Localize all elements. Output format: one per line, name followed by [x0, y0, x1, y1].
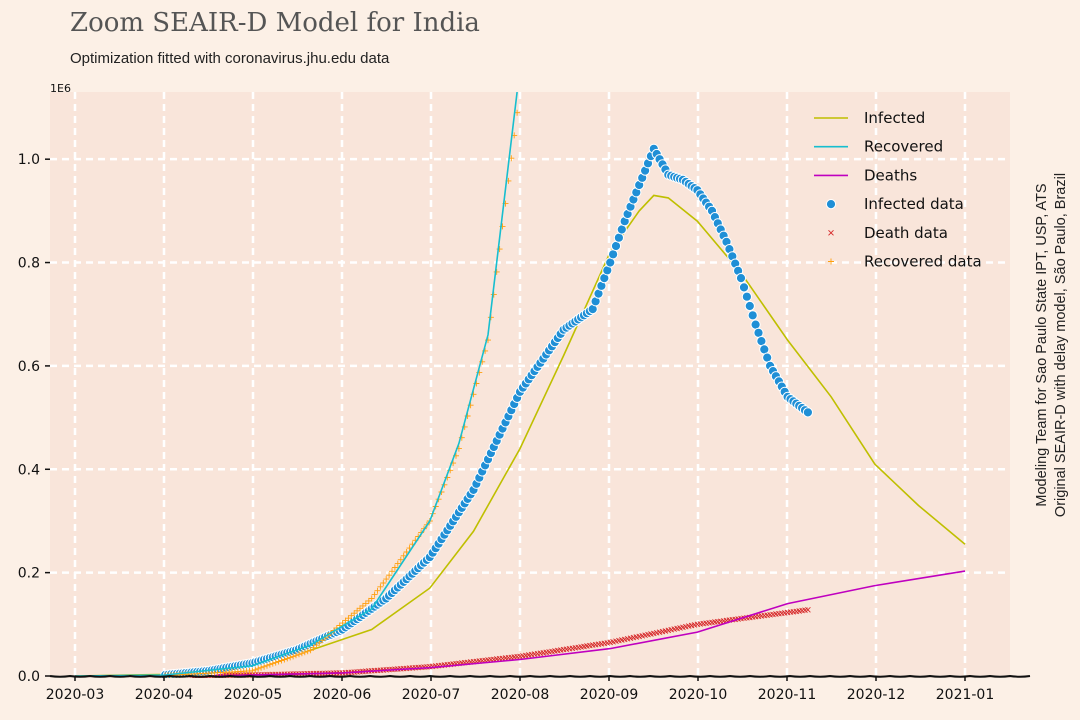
legend: Infected Recovered Deaths Infected data Deat…: [814, 109, 982, 271]
recovered-data-point: [252, 666, 259, 673]
recovered-data-point: [307, 647, 314, 654]
recovered-series: [74, 92, 518, 677]
recovered-data-point: [258, 664, 265, 671]
recovered-data-point: [287, 654, 294, 661]
infected-data-point: [735, 273, 747, 284]
recovered-data-point: [345, 615, 352, 622]
y-tick-label: 0.0: [18, 669, 40, 685]
x-axis-line: [49, 674, 1031, 678]
x-tick-label: 2020-03: [46, 687, 105, 703]
recovered-data-point: [348, 612, 355, 619]
recovered-data-point: [275, 658, 282, 665]
legend-plus-marker: [828, 258, 834, 265]
x-tick-label: 2020-08: [491, 687, 550, 703]
recovered-data-point: [371, 591, 378, 598]
x-tick-label: 2020-09: [580, 687, 639, 703]
recovered-data-point: [383, 576, 390, 583]
recovered-data-point: [281, 656, 288, 663]
legend-item-death-data: Death data: [828, 224, 948, 242]
x-tick-label: 2020-12: [847, 687, 906, 703]
recovered-data-point: [359, 602, 366, 609]
recovered-data-point: [374, 587, 381, 594]
recovered-data-point: [266, 661, 273, 668]
y-tick-label: 0.4: [18, 462, 40, 478]
infected-data-point: [802, 407, 814, 418]
axes: 2020-03 2020-04 2020-05 2020-06 2020-07 2020-…: [18, 152, 995, 703]
y-tick-label: 0.6: [18, 359, 40, 375]
x-tick-label: 2021-01: [936, 687, 995, 703]
recovered-data-point: [249, 667, 256, 674]
x-tick-label: 2020-10: [669, 687, 728, 703]
recovered-data-point: [380, 580, 387, 586]
x-tick-label: 2020-07: [402, 687, 461, 703]
recovered-data-point: [301, 649, 308, 656]
recovered-data-point: [269, 660, 276, 667]
recovered-data-point: [339, 620, 346, 627]
x-tick-label: 2020-05: [224, 687, 283, 703]
legend-circle-marker: [825, 199, 837, 210]
x-tick-label: 2020-11: [758, 687, 817, 703]
recovered-data-point: [296, 651, 302, 658]
recovered-data-point: [293, 652, 299, 659]
recovered-data-point: [255, 665, 262, 672]
legend-item-recovered: Recovered: [814, 138, 943, 156]
legend-label: Recovered: [864, 138, 943, 156]
recovered-data-point: [264, 662, 270, 669]
deaths-line: [74, 570, 966, 677]
recovered-data-point: [397, 556, 404, 563]
recovered-data-point: [493, 268, 500, 275]
recovered-data-point: [272, 659, 279, 666]
x-tick-label: 2020-06: [313, 687, 372, 703]
recovered-data-point: [316, 639, 323, 646]
y-tick-label: 0.2: [18, 566, 40, 582]
recovered-data-point: [368, 595, 375, 602]
recovered-data-point: [394, 560, 401, 567]
legend-item-infected: Infected: [814, 109, 925, 127]
infected-data-point: [738, 282, 750, 293]
recovered-data-point: [389, 568, 395, 575]
recovered-data-point: [290, 653, 297, 660]
chart-subtitle: Optimization fitted with coronavirus.jhu…: [70, 50, 390, 67]
grid: [50, 92, 1010, 676]
legend-label: Recovered data: [864, 253, 982, 271]
recovered-data-point: [261, 663, 268, 670]
recovered-data-point: [310, 644, 317, 651]
recovered-data-point: [278, 657, 285, 664]
recovered-data-point: [377, 583, 384, 590]
deaths-series: [74, 570, 966, 677]
legend-x-marker: [828, 229, 834, 236]
infected-data-point: [741, 291, 753, 302]
recovered-data-point: [298, 650, 305, 657]
y-tick-label: 0.8: [18, 256, 40, 272]
y-exponent-label: 1E6: [50, 82, 71, 95]
recovered-line: [74, 92, 518, 677]
x-tick-label: 2020-04: [135, 687, 194, 703]
recovered-data-point: [354, 607, 361, 614]
recovered-data-point: [284, 655, 291, 662]
infected-data-point: [744, 300, 755, 312]
y-tick-label: 1.0: [18, 152, 40, 168]
recovered-data-point: [362, 600, 369, 607]
recovered-data-point: [386, 572, 393, 579]
legend-item-infected-data: Infected data: [825, 195, 964, 213]
recovered-data-point: [391, 564, 398, 571]
chart-title: Zoom SEAIR-D Model for India: [70, 8, 480, 38]
legend-label: Infected data: [864, 195, 964, 213]
recovered-data-point: [400, 552, 407, 559]
death-data-point: [805, 606, 811, 613]
legend-label: Infected: [864, 109, 925, 127]
recovered-data-point: [304, 648, 311, 655]
legend-item-recovered-data: Recovered data: [828, 253, 982, 271]
infected-data-point: [747, 310, 758, 321]
legend-item-deaths: Deaths: [814, 166, 917, 184]
legend-label: Death data: [864, 224, 948, 242]
legend-label: Deaths: [864, 166, 917, 184]
